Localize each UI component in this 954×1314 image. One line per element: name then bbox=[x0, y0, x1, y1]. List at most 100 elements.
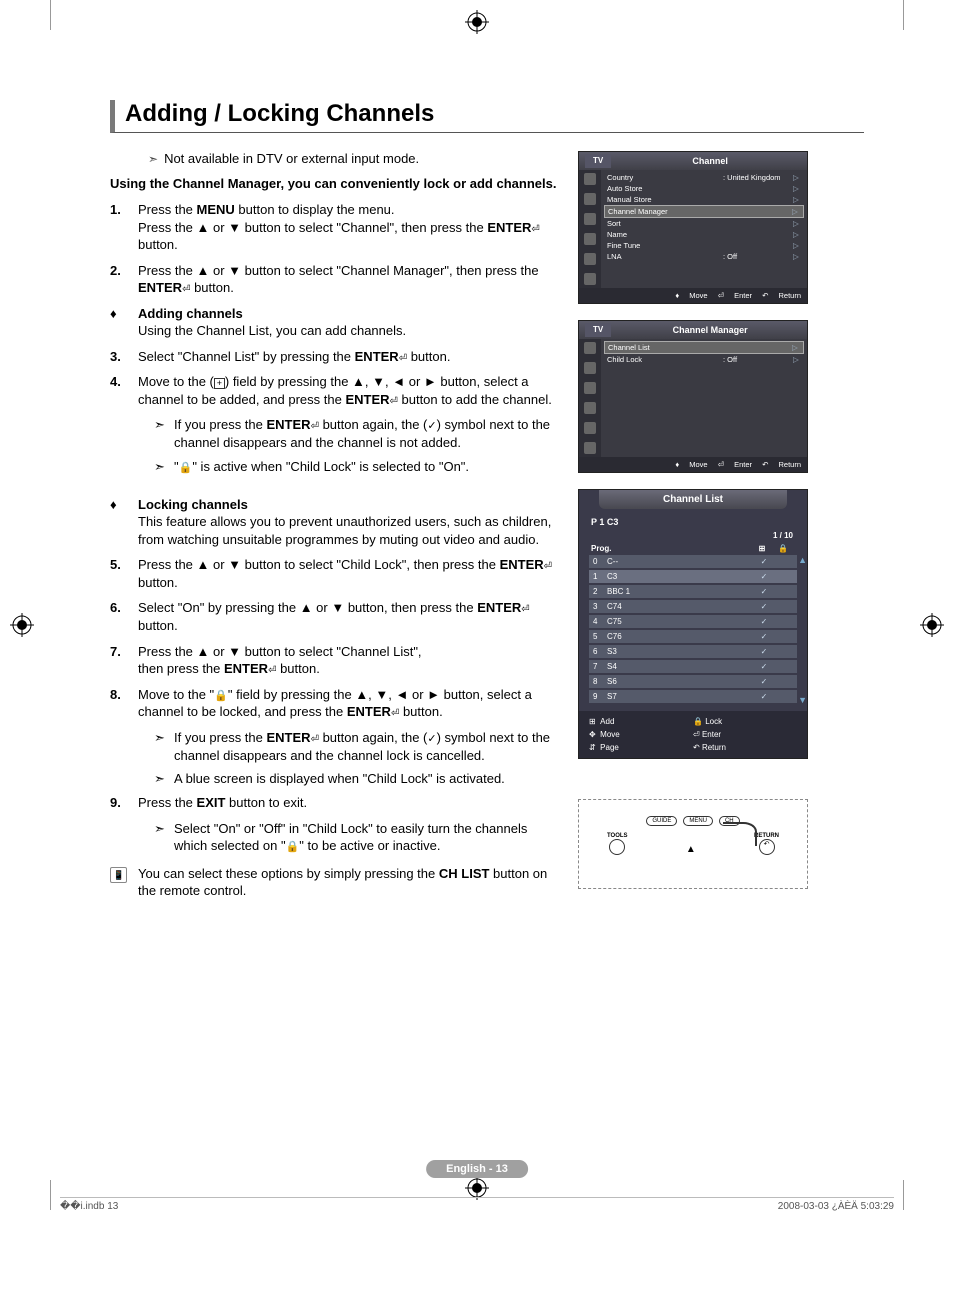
adding-title: Adding channels bbox=[138, 306, 243, 321]
osd-channel-list: Channel List P 1 C3 1 / 10 Prog. ⊞ 🔒 ▲ ▼… bbox=[578, 489, 808, 759]
channel-row: 1C3✓ bbox=[589, 570, 797, 583]
osd-sound-icon bbox=[584, 193, 596, 205]
step-item: 8.Move to the "🔒" field by pressing the … bbox=[110, 686, 560, 721]
osd-channel-menu: TV Channel Country: United Kingdom▷Auto … bbox=[578, 151, 808, 304]
page-title: Adding / Locking Channels bbox=[125, 100, 864, 128]
adding-desc: Using the Channel List, you can add chan… bbox=[138, 323, 406, 338]
osd-row: Fine Tune▷ bbox=[607, 240, 801, 251]
remote-menu-button: MENU bbox=[683, 816, 713, 826]
page-icon: ⇵ bbox=[589, 743, 596, 752]
osd-title: Channel Manager bbox=[619, 323, 801, 337]
osd-input-icon bbox=[584, 422, 596, 434]
step-item: 1.Press the MENU button to display the m… bbox=[110, 201, 560, 254]
add-icon: ⊞ bbox=[589, 717, 596, 726]
remote-icon: 📱 bbox=[110, 867, 127, 883]
page-title-bar: Adding / Locking Channels bbox=[110, 100, 864, 133]
instruction-column: Not available in DTV or external input m… bbox=[110, 151, 560, 900]
footer-right: 2008-03-03 ¿ÀÈÄ 5:03:29 bbox=[778, 1201, 894, 1212]
osd-footer: ♦ Move ⏎ Enter ↶ Return bbox=[579, 457, 807, 472]
osd-setup-icon bbox=[584, 233, 596, 245]
cl-col-prog: Prog. bbox=[591, 544, 753, 553]
remote-up-icon: ▲ bbox=[686, 844, 696, 855]
osd-picture-icon bbox=[584, 342, 596, 354]
page-number: English - 13 bbox=[426, 1160, 528, 1178]
footer-left: ��i.indb 13 bbox=[60, 1201, 118, 1212]
cl-count: 1 / 10 bbox=[579, 529, 807, 542]
channel-row: 6S3✓ bbox=[589, 645, 797, 658]
sub-note: ➣A blue screen is displayed when "Child … bbox=[154, 770, 560, 788]
channel-row: 0C--✓ bbox=[589, 555, 797, 568]
cl-subtitle: P 1 C3 bbox=[579, 509, 807, 529]
subnote-9: ➣Select "On" or "Off" in "Child Lock" to… bbox=[154, 820, 560, 855]
diamond-icon: ♦ bbox=[110, 305, 138, 340]
step-item: 7.Press the ▲ or ▼ button to select "Cha… bbox=[110, 643, 560, 678]
osd-row: Channel Manager▷ bbox=[604, 205, 804, 218]
remote-guide-button: GUIDE bbox=[646, 816, 677, 826]
registration-mark-icon bbox=[920, 613, 944, 637]
osd-channel-manager: TV Channel Manager Channel List▷Child Lo… bbox=[578, 320, 808, 473]
osd-channel-icon bbox=[584, 382, 596, 394]
intro-bold: Using the Channel Manager, you can conve… bbox=[110, 176, 560, 191]
osd-sidebar bbox=[579, 170, 601, 288]
osd-menu-icon bbox=[584, 273, 596, 285]
osd-row: Child Lock: Off▷ bbox=[607, 354, 801, 365]
step-item: 5.Press the ▲ or ▼ button to select "Chi… bbox=[110, 556, 560, 591]
return-icon: ↶ bbox=[693, 743, 700, 752]
channel-row: 8S6✓ bbox=[589, 675, 797, 688]
locking-title: Locking channels bbox=[138, 497, 248, 512]
footer-rule bbox=[60, 1197, 894, 1198]
channel-row: 7S4✓ bbox=[589, 660, 797, 673]
osd-row: Manual Store▷ bbox=[607, 194, 801, 205]
osd-row: Country: United Kingdom▷ bbox=[607, 172, 801, 183]
step-item: 4.Move to the (+) field by pressing the … bbox=[110, 373, 560, 408]
osd-sound-icon bbox=[584, 362, 596, 374]
intro-note: Not available in DTV or external input m… bbox=[148, 151, 560, 166]
cl-footer: ⊞ Add 🔒 Lock ✥ Move ⏎ Enter ⇵ Page ↶ Ret… bbox=[579, 711, 807, 758]
registration-mark-icon bbox=[10, 613, 34, 637]
lock-icon: 🔒 bbox=[693, 717, 703, 726]
step-item: 2.Press the ▲ or ▼ button to select "Cha… bbox=[110, 262, 560, 297]
osd-row: LNA: Off▷ bbox=[607, 251, 801, 262]
scroll-down-icon: ▼ bbox=[798, 695, 807, 705]
crop-mark bbox=[903, 0, 904, 30]
footer-text: ��i.indb 13 2008-03-03 ¿ÀÈÄ 5:03:29 bbox=[60, 1201, 894, 1212]
osd-sidebar bbox=[579, 339, 601, 457]
osd-row: Channel List▷ bbox=[604, 341, 804, 354]
osd-input-icon bbox=[584, 253, 596, 265]
sub-note: ➣"🔒" is active when "Child Lock" is sele… bbox=[154, 458, 560, 476]
scroll-up-icon: ▲ bbox=[798, 555, 807, 565]
diamond-icon: ♦ bbox=[110, 496, 138, 549]
channel-row: 3C74✓ bbox=[589, 600, 797, 613]
channel-row: 5C76✓ bbox=[589, 630, 797, 643]
crop-mark bbox=[50, 0, 51, 30]
step-item: 6.Select "On" by pressing the ▲ or ▼ but… bbox=[110, 599, 560, 634]
lock-icon: 🔒 bbox=[771, 544, 795, 553]
osd-row: Sort▷ bbox=[607, 218, 801, 229]
osd-menu-icon bbox=[584, 442, 596, 454]
sub-note: ➣If you press the ENTER⏎ button again, t… bbox=[154, 729, 560, 764]
osd-title: Channel bbox=[619, 154, 801, 168]
screenshot-column: TV Channel Country: United Kingdom▷Auto … bbox=[578, 151, 808, 900]
osd-row: Auto Store▷ bbox=[607, 183, 801, 194]
remote-tools-icon bbox=[609, 839, 625, 855]
osd-channel-icon bbox=[584, 213, 596, 225]
channel-row: 9S7✓ bbox=[589, 690, 797, 703]
locking-desc: This feature allows you to prevent unaut… bbox=[138, 514, 551, 547]
cl-title: Channel List bbox=[599, 490, 787, 509]
sub-note: ➣If you press the ENTER⏎ button again, t… bbox=[154, 416, 560, 451]
step-item: 9.Press the EXIT button to exit. bbox=[110, 794, 560, 812]
osd-tab: TV bbox=[585, 154, 611, 168]
osd-row: Name▷ bbox=[607, 229, 801, 240]
osd-setup-icon bbox=[584, 402, 596, 414]
osd-picture-icon bbox=[584, 173, 596, 185]
step-item: 3.Select "Channel List" by pressing the … bbox=[110, 348, 560, 366]
add-icon: ⊞ bbox=[753, 544, 771, 553]
move-icon: ✥ bbox=[589, 730, 596, 739]
registration-mark-icon bbox=[465, 10, 489, 34]
channel-row: 4C75✓ bbox=[589, 615, 797, 628]
enter-icon: ⏎ bbox=[693, 730, 700, 739]
osd-footer: ♦ Move ⏎ Enter ↶ Return bbox=[579, 288, 807, 303]
remote-diagram: GUIDE MENU CH TOOLS ▲ RETURN↶ bbox=[578, 799, 808, 889]
channel-row: 2BBC 1✓ bbox=[589, 585, 797, 598]
osd-tab: TV bbox=[585, 323, 611, 337]
